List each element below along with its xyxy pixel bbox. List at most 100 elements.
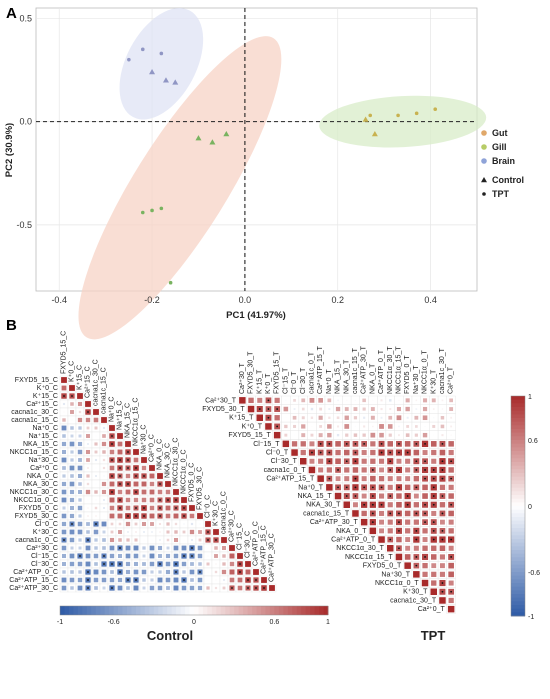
heatmap-tpt-column-label: NKCC1α_30_T — [387, 346, 394, 394]
heatmap-tpt-square — [300, 449, 306, 456]
heatmap-tpt-square — [404, 484, 411, 491]
heatmap-control-square — [117, 577, 123, 583]
heatmap-tpt-square — [274, 415, 280, 421]
heatmap-control-square — [78, 514, 82, 518]
heatmap-tpt-significance-dot — [415, 564, 418, 567]
heatmap-control-square — [93, 577, 99, 583]
heatmap-control-square — [165, 577, 171, 583]
heatmap-control-column-label: Ca²⁺30_C — [228, 510, 235, 542]
heatmap-control-square — [181, 497, 187, 503]
heatmap-tpt-square — [370, 432, 376, 438]
heatmap-control-square — [102, 586, 106, 590]
colorbar-control-segment — [91, 606, 97, 615]
heatmap-control-square — [61, 529, 67, 535]
heatmap-tpt-square — [309, 441, 315, 447]
heatmap-tpt-column-label: K⁺30_T — [430, 369, 437, 394]
heatmap-control-square — [166, 538, 170, 542]
heatmap-tpt-square — [335, 406, 341, 412]
heatmap-control-square — [61, 425, 67, 431]
heatmap-control-significance-dot — [135, 467, 137, 469]
heatmap-tpt-square — [405, 467, 411, 473]
heatmap-control: FXYD5_15_CFXYD5_15_CK⁺0_CK⁺0_CK⁺15_CK⁺15… — [9, 331, 277, 593]
heatmap-tpt-square — [396, 501, 402, 508]
heatmap-control-square — [118, 538, 122, 542]
colorbar-control-segment — [198, 606, 204, 615]
heatmap-tpt-square — [448, 493, 454, 499]
heatmap-control-significance-dot — [135, 475, 137, 477]
colorbar-tpt-segment — [511, 531, 525, 536]
heatmap-tpt-significance-dot — [371, 486, 374, 489]
heatmap-control-row-label: NKCC1α_15_C — [10, 449, 58, 456]
heatmap-control-significance-dot — [87, 587, 89, 589]
heatmap-control-square — [94, 426, 98, 430]
heatmap-control-significance-dot — [159, 563, 161, 565]
heatmap-tpt-square — [346, 399, 348, 401]
heatmap-control-square — [87, 499, 89, 501]
heatmap-control-square — [166, 530, 170, 534]
heatmap-tpt-square — [433, 434, 435, 436]
heatmap-tpt-column-label: Ca²⁺ATP_30_T — [361, 345, 368, 394]
heatmap-tpt-significance-dot — [380, 503, 383, 506]
heatmap-control-column-label: K⁺30_C — [212, 501, 219, 526]
heatmap-control-row-label: Cl⁻0_C — [35, 521, 58, 528]
heatmap-tpt-square — [389, 399, 392, 402]
heatmap-tpt-square — [387, 424, 393, 429]
heatmap-tpt-row-label: NKA_30_T — [306, 502, 341, 509]
heatmap-tpt-square — [292, 415, 297, 420]
heatmap-control-square — [141, 457, 147, 463]
heatmap-tpt-significance-dot — [406, 495, 409, 497]
heatmap-tpt-square — [448, 467, 454, 473]
colorbar-tpt-segment — [511, 484, 525, 489]
heatmap-tpt-column-label: Cl⁻30_T — [300, 367, 307, 394]
heatmap-control-significance-dot — [143, 475, 145, 477]
heatmap-tpt-column-label: K⁺0_T — [265, 373, 272, 394]
colorbar-tpt-frame — [510, 395, 526, 617]
heatmap-tpt-row-label: Ca²⁺ATP_0_T — [331, 536, 376, 543]
pca-point-gill-control — [371, 131, 378, 137]
heatmap-tpt-square — [398, 425, 400, 428]
legend-swatch-gill — [481, 144, 487, 150]
heatmap-control-significance-dot — [127, 451, 129, 453]
heatmap-control-significance-dot — [135, 579, 137, 581]
heatmap-control-significance-dot — [111, 459, 113, 461]
heatmap-tpt-square — [274, 397, 280, 403]
colorbar-tpt-segment — [511, 517, 525, 522]
heatmap-tpt-square — [379, 467, 384, 473]
heatmap-tpt-significance-dot — [328, 460, 331, 463]
heatmap-control-significance-dot — [111, 491, 113, 493]
heatmap-tpt-square — [414, 433, 418, 437]
colorbar-control-segment — [109, 606, 114, 615]
heatmap-control-square — [77, 449, 83, 455]
heatmap-control-square — [95, 515, 97, 517]
heatmap-control-significance-dot — [159, 499, 161, 501]
heatmap-control-significance-dot — [207, 531, 209, 533]
heatmap-control-square — [269, 585, 275, 591]
colorbar-tpt-segment — [511, 407, 525, 412]
colorbar-tpt-segment — [511, 436, 525, 441]
heatmap-tpt-square — [406, 416, 409, 419]
heatmap-control-square — [61, 489, 67, 495]
heatmap-tpt-square — [448, 441, 454, 447]
heatmap-tpt-square — [379, 510, 385, 516]
heatmap-control-significance-dot — [247, 587, 249, 589]
heatmap-tpt-significance-dot — [363, 486, 366, 489]
heatmap-tpt-square — [440, 519, 445, 525]
heatmap-control-square — [77, 529, 83, 535]
heatmap-tpt-square — [380, 416, 383, 419]
heatmap-control-square — [135, 531, 137, 533]
heatmap-tpt-significance-dot — [415, 538, 418, 541]
colorbar-control-segment — [140, 606, 146, 615]
heatmap-tpt-square — [415, 425, 418, 428]
heatmap-tpt-square — [379, 424, 384, 429]
heatmap-control-square — [94, 450, 98, 454]
heatmap-tpt-row-label: Na⁺30_T — [381, 571, 410, 578]
heatmap-control-square — [189, 513, 195, 519]
heatmap-control-square — [109, 465, 115, 471]
heatmap-control-square — [189, 585, 195, 591]
colorbar-tpt-segment — [511, 612, 525, 617]
colorbar-control-segment — [283, 606, 289, 615]
colorbar-tpt-segment — [511, 528, 525, 533]
heatmap-tpt-row-label: K⁺15_T — [229, 415, 254, 422]
heatmap-control-square — [151, 539, 153, 541]
heatmap-control-square — [222, 554, 226, 558]
